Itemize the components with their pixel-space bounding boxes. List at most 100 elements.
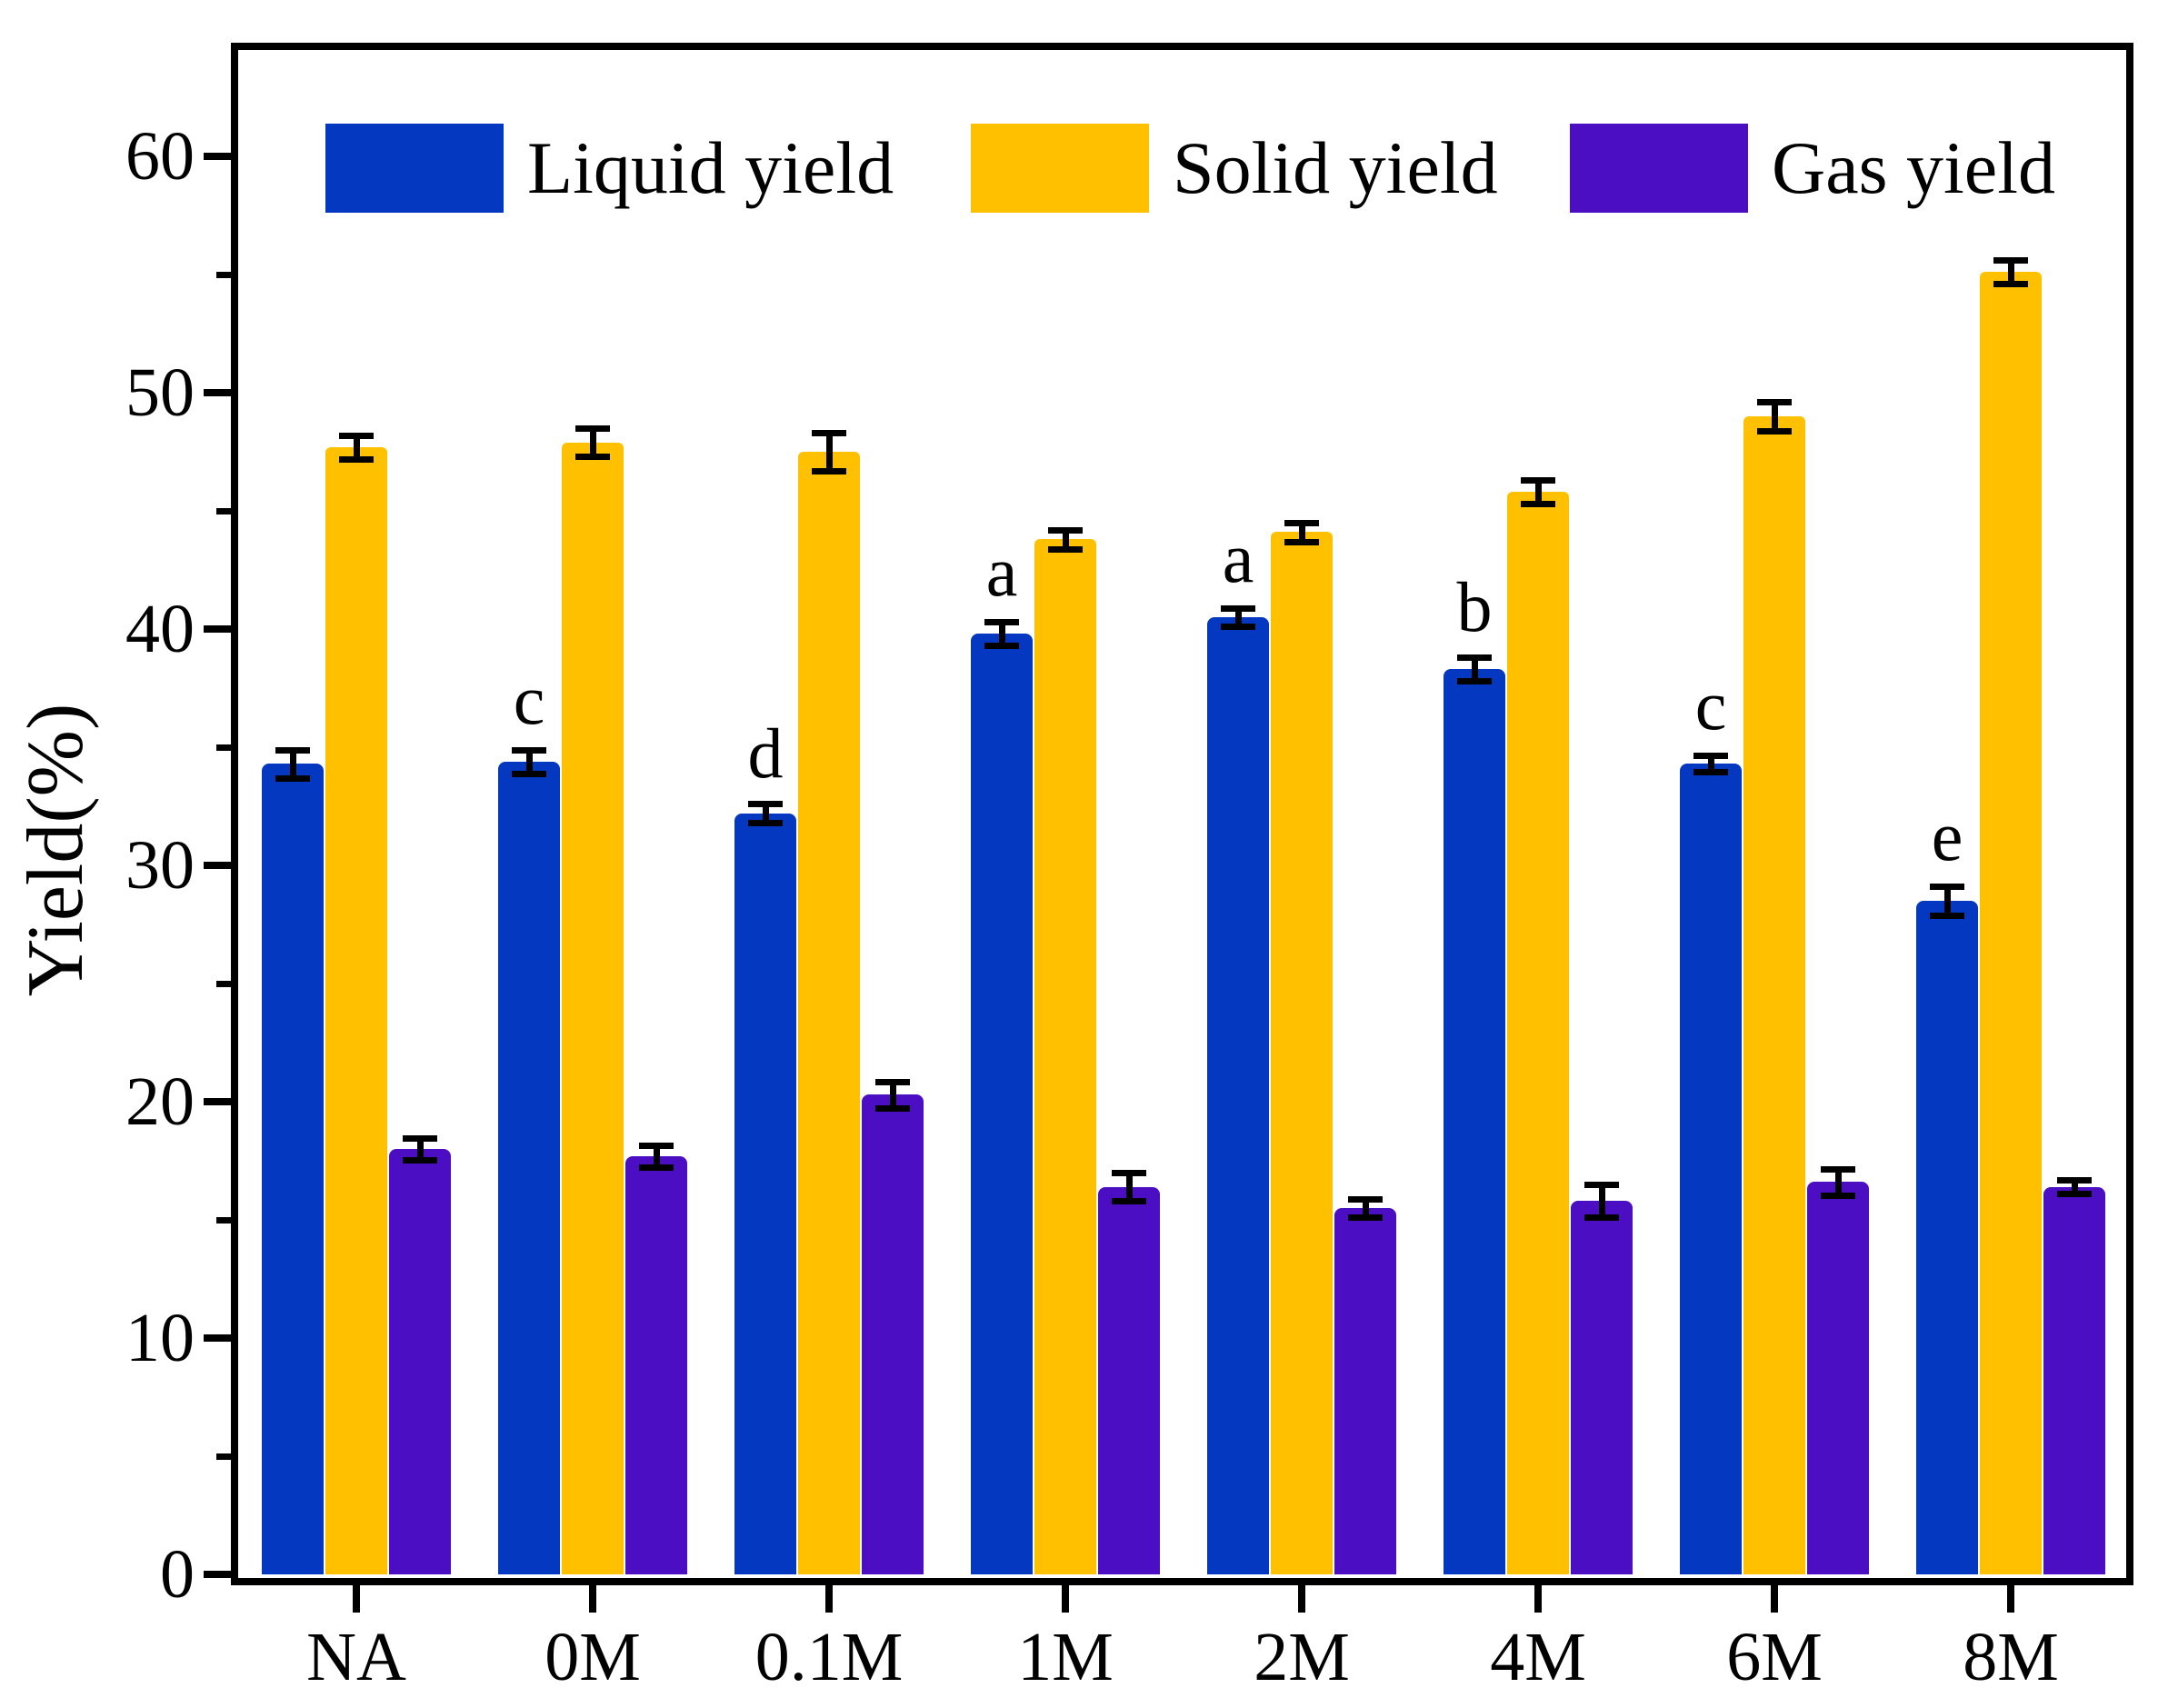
error-bar-cap-top bbox=[1757, 399, 1792, 406]
error-bar-line bbox=[1944, 886, 1951, 915]
error-bar-line bbox=[999, 622, 1005, 646]
error-bar-cap-top bbox=[339, 432, 374, 439]
error-bar-cap-bottom bbox=[1821, 1192, 1855, 1199]
error-bar-cap-bottom bbox=[812, 467, 846, 474]
error-bar-line bbox=[890, 1081, 896, 1108]
y-tick-minor bbox=[216, 1217, 231, 1224]
y-tick-minor bbox=[216, 272, 231, 278]
error-bar-cap-top bbox=[748, 801, 783, 808]
error-bar-cap-top bbox=[1930, 884, 1964, 891]
bar-solid-yield-2M bbox=[1271, 532, 1333, 1574]
error-bar-cap-bottom bbox=[748, 820, 783, 827]
error-bar-cap-top bbox=[1693, 753, 1728, 760]
error-bar-cap-bottom bbox=[875, 1104, 910, 1112]
y-tick-major bbox=[204, 1334, 231, 1342]
error-bar-line bbox=[1299, 523, 1305, 542]
bar-solid-yield-4M bbox=[1507, 492, 1569, 1574]
error-bar-line bbox=[654, 1145, 660, 1167]
bar-liquid-yield-4M bbox=[1444, 669, 1505, 1574]
error-bar-cap-top bbox=[639, 1143, 674, 1150]
error-bar-cap-top bbox=[2057, 1176, 2092, 1184]
error-bar-cap-top bbox=[1112, 1170, 1146, 1176]
error-bar-cap-bottom bbox=[1930, 912, 1964, 919]
x-tick-major bbox=[353, 1585, 360, 1613]
x-tick-label: 0M bbox=[544, 1619, 641, 1695]
legend-swatch-solid-yield bbox=[971, 124, 1149, 213]
error-bar-cap-top bbox=[403, 1135, 437, 1143]
error-bar-cap-top bbox=[1584, 1182, 1619, 1188]
error-bar-line bbox=[1535, 480, 1542, 504]
bar-liquid-yield-2M bbox=[1207, 617, 1269, 1574]
y-tick-minor bbox=[216, 508, 231, 514]
bar-solid-yield-8M bbox=[1980, 272, 2042, 1574]
error-bar-cap-bottom bbox=[1584, 1214, 1619, 1222]
legend-swatch-liquid-yield bbox=[325, 124, 504, 213]
error-bar-cap-bottom bbox=[984, 643, 1019, 650]
error-bar-cap-bottom bbox=[1521, 501, 1555, 508]
error-bar-cap-top bbox=[984, 619, 1019, 626]
error-bar-line bbox=[763, 804, 769, 824]
error-bar-line bbox=[2008, 260, 2014, 285]
error-bar-cap-top bbox=[1457, 654, 1492, 662]
x-tick-major bbox=[825, 1585, 833, 1613]
error-bar-line bbox=[526, 749, 533, 774]
x-tick-label: 0.1M bbox=[754, 1619, 904, 1695]
legend-label-solid-yield: Solid yield bbox=[1173, 126, 1498, 209]
error-bar-line bbox=[1599, 1184, 1605, 1218]
y-tick-label: 40 bbox=[125, 591, 195, 667]
bar-gas-yield-4M bbox=[1571, 1201, 1633, 1574]
error-bar-cap-bottom bbox=[403, 1156, 437, 1164]
error-bar-cap-top bbox=[1521, 477, 1555, 484]
x-tick-label: 6M bbox=[1726, 1619, 1823, 1695]
y-tick-label: 0 bbox=[160, 1536, 195, 1613]
bar-liquid-yield-0M bbox=[498, 761, 560, 1574]
x-tick-label: 2M bbox=[1254, 1619, 1350, 1695]
y-tick-label: 50 bbox=[125, 355, 195, 431]
bar-gas-yield-NA bbox=[389, 1149, 451, 1574]
legend-swatch-gas-yield bbox=[1570, 124, 1748, 213]
x-tick-major bbox=[589, 1585, 596, 1613]
error-bar-cap-top bbox=[812, 430, 846, 437]
error-bar-cap-bottom bbox=[1048, 545, 1083, 553]
error-bar-line bbox=[1835, 1169, 1842, 1195]
error-bar-line bbox=[826, 433, 833, 471]
error-bar-cap-bottom bbox=[1221, 624, 1255, 631]
bar-solid-yield-NA bbox=[325, 446, 387, 1574]
error-bar-line bbox=[1235, 607, 1242, 627]
error-bar-line bbox=[290, 749, 296, 778]
legend-label-liquid-yield: Liquid yield bbox=[527, 126, 894, 209]
bar-gas-yield-1M bbox=[1098, 1186, 1160, 1574]
error-bar-cap-bottom bbox=[1284, 538, 1319, 545]
x-tick-major bbox=[2007, 1585, 2014, 1613]
right-border-line bbox=[2126, 43, 2133, 1585]
bar-gas-yield-6M bbox=[1807, 1182, 1869, 1574]
bar-gas-yield-2M bbox=[1334, 1208, 1396, 1574]
y-tick-major bbox=[204, 1571, 231, 1578]
bar-gas-yield-8M bbox=[2043, 1186, 2105, 1574]
error-bar-cap-top bbox=[1284, 520, 1319, 526]
y-tick-major bbox=[204, 153, 231, 160]
error-bar-cap-top bbox=[512, 746, 546, 754]
significance-letter-0.1M: d bbox=[747, 714, 784, 794]
significance-letter-1M: a bbox=[985, 532, 1018, 612]
y-tick-label: 60 bbox=[125, 118, 195, 195]
error-bar-line bbox=[1772, 402, 1778, 431]
error-bar-cap-bottom bbox=[1693, 769, 1728, 776]
error-bar-line bbox=[1126, 1173, 1133, 1202]
error-bar-line bbox=[1363, 1198, 1369, 1218]
error-bar-line bbox=[1063, 529, 1069, 549]
bar-solid-yield-1M bbox=[1034, 539, 1096, 1574]
significance-letter-4M: b bbox=[1456, 567, 1493, 647]
significance-letter-0M: c bbox=[513, 659, 545, 739]
error-bar-cap-bottom bbox=[639, 1164, 674, 1171]
bar-solid-yield-6M bbox=[1743, 416, 1805, 1574]
legend-label-gas-yield: Gas yield bbox=[1772, 126, 2055, 209]
error-bar-cap-top bbox=[1993, 257, 2028, 265]
significance-letter-8M: e bbox=[1931, 796, 1963, 876]
error-bar-cap-top bbox=[1348, 1195, 1383, 1203]
error-bar-cap-bottom bbox=[1348, 1214, 1383, 1222]
significance-letter-2M: a bbox=[1222, 517, 1254, 597]
error-bar-line bbox=[354, 434, 360, 459]
top-border-line bbox=[231, 43, 2133, 50]
